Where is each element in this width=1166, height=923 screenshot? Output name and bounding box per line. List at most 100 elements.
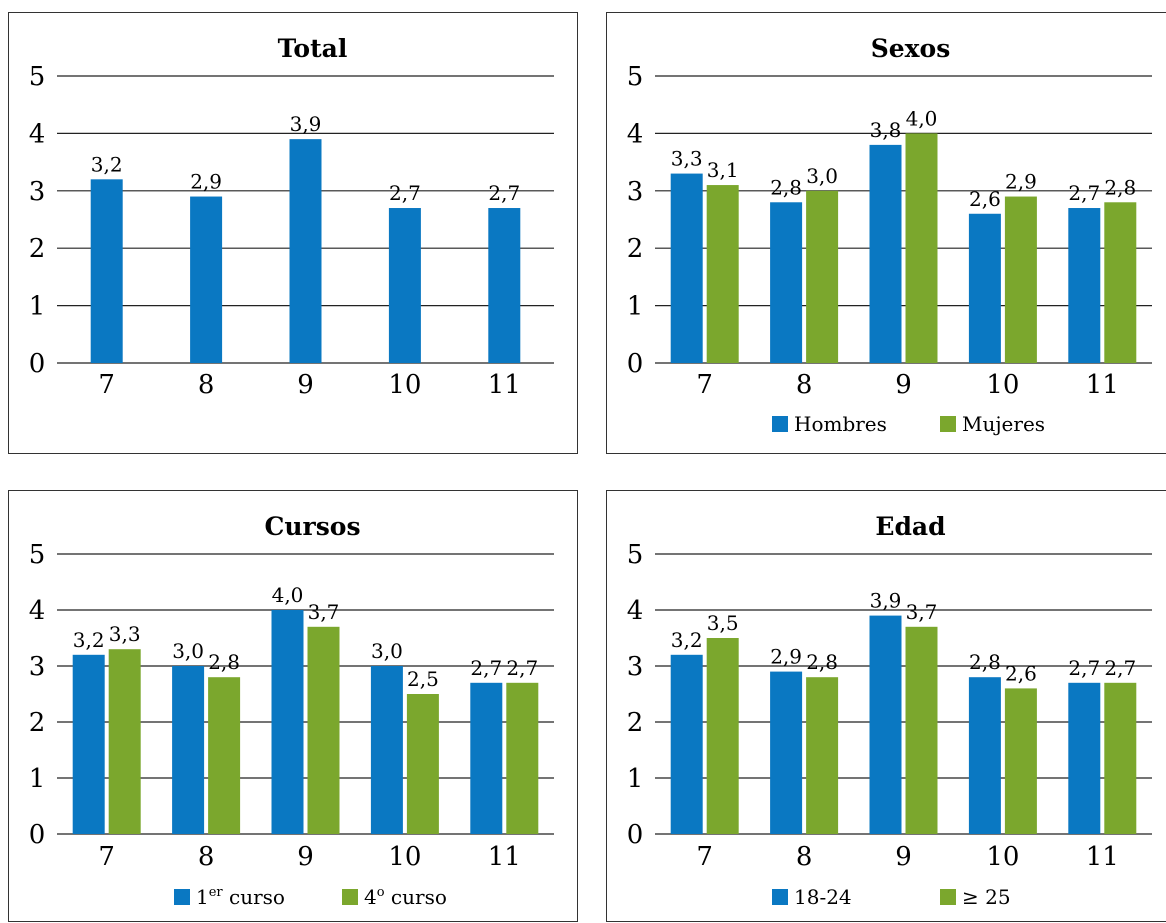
data-label: 3,1 xyxy=(707,158,739,182)
chart-panel-sexos: Sexos 0 1 2 3 4 5 3,3 3,1 7 2,8 3,0 8 3,8 4,0 9 2,6 2,9 10… xyxy=(606,12,1166,454)
data-label: 2,7 xyxy=(470,656,502,680)
x-tick-label: 8 xyxy=(796,370,813,400)
bar xyxy=(90,179,123,363)
bar xyxy=(370,666,403,834)
bar xyxy=(968,677,1001,834)
y-tick-label: 4 xyxy=(29,596,46,626)
bar xyxy=(406,694,439,834)
legend-swatch xyxy=(940,416,956,432)
data-label: 2,7 xyxy=(488,181,520,205)
y-tick-label: 0 xyxy=(627,820,644,850)
bar xyxy=(869,144,902,363)
data-label: 4,0 xyxy=(272,583,304,607)
bar xyxy=(108,649,141,834)
y-tick-label: 5 xyxy=(627,540,644,570)
x-tick-label: 11 xyxy=(1086,370,1119,400)
y-tick-label: 3 xyxy=(627,177,644,207)
data-label: 3,9 xyxy=(870,589,902,613)
bar xyxy=(1004,196,1037,363)
y-tick-label: 2 xyxy=(29,234,46,264)
legend-label: Hombres xyxy=(794,412,887,436)
data-label: 3,7 xyxy=(308,600,340,624)
data-label: 2,7 xyxy=(506,656,538,680)
data-label: 2,9 xyxy=(190,170,222,194)
chart-panel-total: Total 0 1 2 3 4 5 3,2 7 2,9 8 3,9 9 2,7 10 2,7 11 xyxy=(8,12,578,454)
bar xyxy=(968,213,1001,363)
data-label: 2,7 xyxy=(389,181,421,205)
data-label: 3,2 xyxy=(91,152,123,176)
data-label: 3,0 xyxy=(371,639,403,663)
data-label: 2,8 xyxy=(770,175,802,199)
bar xyxy=(905,626,938,834)
chart-title: Total xyxy=(278,34,348,63)
bar xyxy=(488,208,521,363)
x-tick-label: 10 xyxy=(388,842,421,872)
y-tick-label: 2 xyxy=(29,708,46,738)
chart-panel-cursos: Cursos 0 1 2 3 4 5 3,2 3,3 7 3,0 2,8 8 4,0 3,7 9 3,0 2,5 1… xyxy=(8,490,578,922)
bar xyxy=(72,654,105,834)
y-tick-label: 4 xyxy=(627,119,644,149)
y-tick-label: 5 xyxy=(29,540,46,570)
data-label: 2,7 xyxy=(1068,656,1100,680)
legend-swatch xyxy=(940,889,956,905)
legend-label: 18-24 xyxy=(794,885,852,909)
x-tick-label: 7 xyxy=(696,370,713,400)
y-tick-label: 1 xyxy=(29,764,46,794)
bar xyxy=(806,190,839,363)
x-tick-label: 10 xyxy=(986,842,1019,872)
x-tick-label: 8 xyxy=(198,842,215,872)
data-label: 3,5 xyxy=(707,611,739,635)
x-tick-label: 7 xyxy=(696,842,713,872)
legend-swatch xyxy=(772,889,788,905)
y-tick-label: 0 xyxy=(29,820,46,850)
data-label: 3,8 xyxy=(870,118,902,142)
y-tick-label: 2 xyxy=(627,234,644,264)
x-tick-label: 9 xyxy=(895,842,912,872)
x-tick-label: 8 xyxy=(198,370,215,400)
y-tick-label: 5 xyxy=(627,62,644,92)
y-tick-label: 4 xyxy=(29,119,46,149)
y-tick-label: 1 xyxy=(627,292,644,322)
data-label: 2,7 xyxy=(1104,656,1136,680)
chart-title: Edad xyxy=(875,512,945,541)
bar xyxy=(806,677,839,834)
bar xyxy=(208,677,241,834)
bar xyxy=(706,638,739,834)
bar xyxy=(770,671,803,834)
data-label: 3,0 xyxy=(172,639,204,663)
data-label: 3,7 xyxy=(906,600,938,624)
legend-label: 4o curso xyxy=(364,885,447,909)
x-tick-label: 10 xyxy=(388,370,421,400)
legend-label: 1er curso xyxy=(196,885,285,909)
x-tick-label: 9 xyxy=(895,370,912,400)
x-tick-label: 11 xyxy=(488,370,521,400)
bar xyxy=(289,139,322,363)
y-tick-label: 5 xyxy=(29,62,46,92)
bar xyxy=(1068,682,1101,834)
y-tick-label: 3 xyxy=(627,652,644,682)
data-label: 3,2 xyxy=(73,628,105,652)
data-label: 2,8 xyxy=(806,650,838,674)
bar xyxy=(172,666,205,834)
data-label: 2,6 xyxy=(969,187,1001,211)
bar xyxy=(470,682,503,834)
bar xyxy=(271,610,304,834)
bar xyxy=(1004,688,1037,834)
data-label: 2,7 xyxy=(1068,181,1100,205)
y-tick-label: 1 xyxy=(627,764,644,794)
x-tick-label: 7 xyxy=(98,842,115,872)
data-label: 3,3 xyxy=(109,622,141,646)
data-label: 3,9 xyxy=(290,112,322,136)
bar xyxy=(1104,202,1137,363)
data-label: 2,8 xyxy=(208,650,240,674)
bar xyxy=(307,626,340,834)
bar xyxy=(905,133,938,363)
chart-title: Cursos xyxy=(264,512,360,541)
chart-panel-edad: Edad 0 1 2 3 4 5 3,2 3,5 7 2,9 2,8 8 3,9 3,7 9 2,8 2,6 10 2… xyxy=(606,490,1166,922)
bar xyxy=(770,202,803,363)
bar xyxy=(506,682,539,834)
legend-label: ≥ 25 xyxy=(962,885,1011,909)
y-tick-label: 0 xyxy=(627,349,644,379)
data-label: 2,6 xyxy=(1005,661,1037,685)
